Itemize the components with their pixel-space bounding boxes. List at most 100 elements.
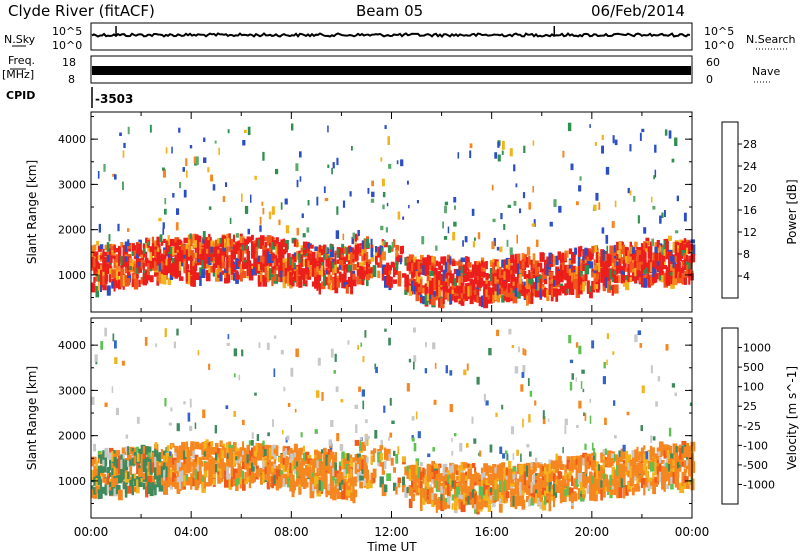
velocity-cell <box>289 462 292 474</box>
power-cell <box>607 258 611 268</box>
power-cell <box>142 243 146 254</box>
power-cell <box>451 260 456 267</box>
velocity-cell <box>505 474 509 480</box>
velocity-cell <box>343 458 347 464</box>
power-cell <box>247 228 250 235</box>
power-cell <box>404 257 408 266</box>
velocity-cell <box>411 474 415 480</box>
power-cell <box>537 282 541 291</box>
velocity-cell <box>160 464 165 476</box>
x-tick-label: 08:00 <box>274 525 309 539</box>
velocity-cell <box>665 464 671 472</box>
power-cell <box>185 243 190 253</box>
velocity-cell <box>625 455 630 467</box>
power-cell <box>609 268 613 279</box>
velocity-cell <box>248 461 252 467</box>
velocity-cell <box>181 462 186 471</box>
power-cell <box>500 213 503 220</box>
velocity-cell <box>215 442 219 452</box>
power-cell <box>535 270 539 276</box>
velocity-cell <box>194 458 198 468</box>
velocity-cell <box>309 486 315 499</box>
velocity-cell <box>300 447 304 453</box>
power-cell <box>248 260 252 269</box>
velocity-cell <box>226 466 229 476</box>
power-cell <box>429 280 434 292</box>
power-cell <box>638 261 643 270</box>
power-cell <box>594 142 597 146</box>
power-cell <box>514 277 519 288</box>
power-cell <box>649 249 652 261</box>
velocity-cell <box>194 469 198 480</box>
velocity-cell <box>526 444 530 448</box>
power-cell <box>471 268 474 278</box>
velocity-cell <box>388 453 392 461</box>
velocity-cell <box>142 463 146 473</box>
velocity-cell <box>431 465 435 472</box>
velocity-cell <box>181 450 185 456</box>
power-cell <box>160 273 164 284</box>
power-cell <box>546 289 550 297</box>
power-cell <box>559 259 565 265</box>
velocity-cell <box>149 452 154 457</box>
power-cell <box>210 174 213 182</box>
power-cell <box>444 275 449 287</box>
velocity-cell <box>316 476 319 484</box>
velocity-cell <box>341 462 346 469</box>
power-cell <box>413 279 418 286</box>
velocity-cell <box>300 458 305 466</box>
velocity-cell <box>275 481 279 486</box>
power-cell <box>118 271 122 276</box>
velocity-cell <box>104 457 108 466</box>
velocity-cell <box>532 489 537 500</box>
power-cell <box>382 204 385 210</box>
velocity-cell <box>147 452 151 458</box>
power-cell <box>654 263 659 269</box>
power-cell <box>194 257 197 264</box>
power-cell <box>562 271 567 280</box>
power-cell <box>194 272 200 280</box>
power-cell <box>465 293 469 301</box>
power-cell <box>452 231 456 241</box>
velocity-cell <box>665 462 669 468</box>
power-cell <box>140 259 145 269</box>
power-cell <box>142 244 146 249</box>
power-cell <box>291 123 294 131</box>
power-cell <box>296 277 300 287</box>
power-cell <box>395 261 399 271</box>
velocity-cell <box>343 469 347 476</box>
power-cell <box>323 251 326 260</box>
power-cell <box>514 258 519 263</box>
velocity-cell <box>479 450 482 457</box>
power-cell <box>668 262 672 271</box>
velocity-cell <box>413 483 417 491</box>
velocity-cell <box>122 360 125 366</box>
power-cell <box>489 260 494 268</box>
power-cell <box>280 202 283 210</box>
velocity-cell <box>487 475 492 484</box>
power-cell <box>280 239 284 249</box>
power-cell <box>458 266 462 271</box>
power-cell <box>122 275 125 287</box>
power-cell <box>316 266 320 273</box>
velocity-cell <box>160 477 166 484</box>
velocity-cell <box>438 465 441 478</box>
power-cell <box>535 290 540 298</box>
power-cell <box>172 247 176 256</box>
velocity-cell <box>100 465 105 473</box>
x-tick-label: 20:00 <box>575 525 610 539</box>
velocity-cell <box>478 482 482 488</box>
velocity-cell <box>169 468 173 478</box>
velocity-cell <box>172 464 176 471</box>
velocity-cell <box>176 454 180 463</box>
power-cell <box>528 283 532 290</box>
power-cell <box>431 284 434 295</box>
power-cell <box>289 272 293 282</box>
power-cell <box>106 246 111 252</box>
power-cell <box>653 175 655 180</box>
velocity-cell <box>681 481 685 487</box>
velocity-cell <box>494 467 499 474</box>
power-cell <box>447 292 452 302</box>
velocity-cell <box>555 466 560 473</box>
velocity-cell <box>652 478 656 491</box>
